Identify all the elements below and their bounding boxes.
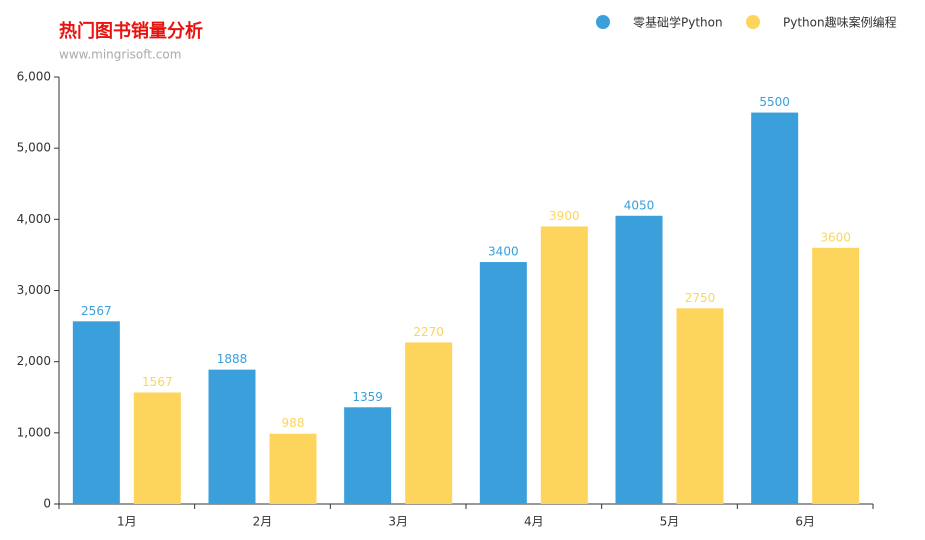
data-label: 3900 (549, 209, 580, 223)
chart-subtitle: www.mingrisoft.com (59, 48, 181, 62)
x-tick-label: 6月 (795, 515, 815, 529)
x-tick-label: 2月 (253, 515, 273, 529)
x-tick-label: 4月 (524, 515, 544, 529)
data-label: 1888 (217, 352, 248, 366)
data-label: 988 (282, 416, 305, 430)
data-label: 5500 (759, 95, 790, 109)
data-label: 3400 (488, 245, 519, 259)
bar (133, 392, 181, 504)
y-tick-label: 3,000 (17, 283, 51, 297)
data-label: 3600 (820, 230, 851, 244)
bar (615, 215, 663, 504)
y-tick-label: 6,000 (17, 70, 51, 84)
bar (269, 433, 317, 504)
bar (479, 262, 527, 504)
data-label: 2750 (685, 291, 716, 305)
data-label: 1359 (352, 390, 383, 404)
bar (751, 112, 799, 504)
data-label: 2270 (413, 325, 444, 339)
bar (812, 247, 860, 505)
legend-label[interactable]: 零基础学Python (633, 15, 723, 30)
bar (405, 342, 453, 504)
x-tick-label: 3月 (388, 515, 408, 529)
bar (208, 369, 256, 504)
data-label: 1567 (142, 375, 173, 389)
bar (344, 407, 392, 504)
y-tick-label: 4,000 (17, 212, 51, 226)
legend-marker[interactable] (746, 15, 760, 29)
data-label: 4050 (624, 198, 655, 212)
y-tick-label: 5,000 (17, 141, 51, 155)
x-tick-label: 5月 (660, 515, 680, 529)
y-tick-label: 0 (43, 497, 51, 511)
legend-label[interactable]: Python趣味案例编程 (783, 15, 897, 30)
legend-marker[interactable] (596, 15, 610, 29)
y-tick-label: 2,000 (17, 354, 51, 368)
x-tick-label: 1月 (117, 515, 137, 529)
bar (676, 308, 724, 504)
bar (72, 321, 120, 504)
bar (540, 226, 588, 504)
chart-title: 热门图书销量分析 (59, 20, 203, 42)
y-tick-label: 1,000 (17, 425, 51, 439)
data-label: 2567 (81, 304, 112, 318)
